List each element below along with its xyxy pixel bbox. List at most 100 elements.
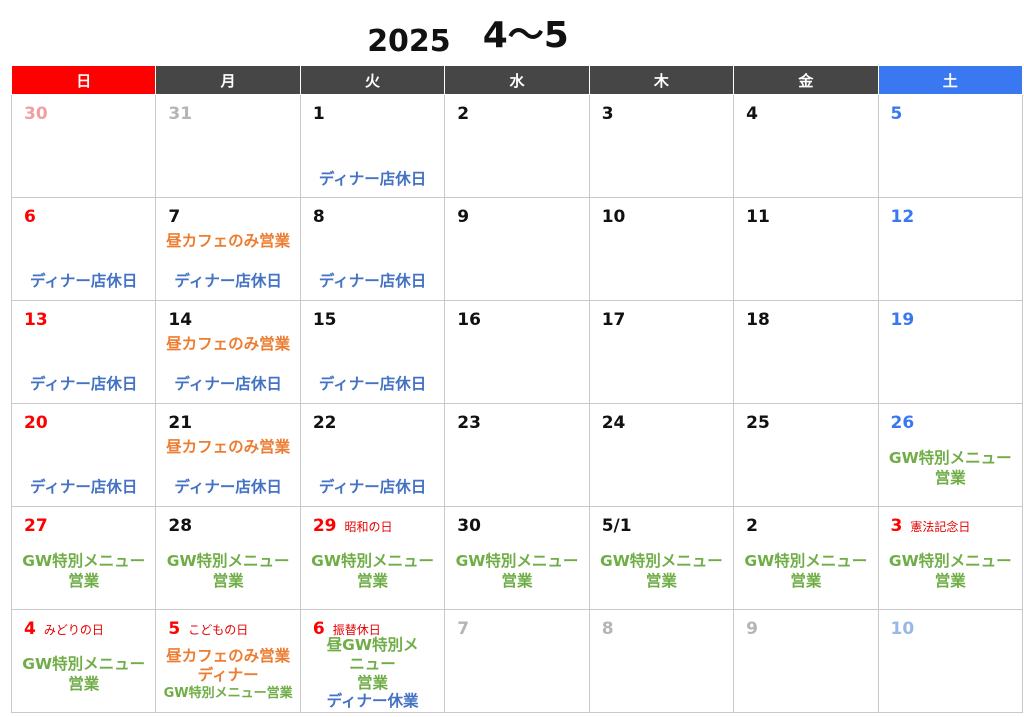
dinner-closed-note: ディナー店休日 (30, 375, 138, 393)
day-number: 6 振替休日 (313, 619, 381, 639)
day-cell: 9 (444, 197, 590, 301)
business-note: 営業 (790, 572, 822, 590)
day-cell: 12 (877, 197, 1024, 301)
day-number: 15 (312, 310, 337, 330)
day-number: 3 憲法記念日 (891, 516, 971, 536)
dinner-closed-note: ディナー店休日 (30, 478, 138, 496)
week-row: 20 ディナー店休日 21 昼カフェのみ営業 ディナー店休日 22 ディナー店休… (10, 403, 1024, 507)
dinner-closed-note: ディナー店休日 (318, 375, 427, 393)
day-cell: 21 昼カフェのみ営業 ディナー店休日 (155, 403, 301, 507)
gw-menu-note: GW特別メニュー (744, 552, 868, 570)
dinner-closed-note: ディナー店休日 (174, 478, 282, 496)
day-cell: 5 こどもの日 昼カフェのみ営業 ディナー GW特別メニュー営業 (155, 609, 301, 713)
day-cell: 23 (444, 403, 590, 507)
week-row: 4 みどりの日 GW特別メニュー 営業 5 こどもの日 昼カフェのみ営業 ディナー … (10, 609, 1024, 713)
day-cell: 6 ディナー店休日 (10, 197, 157, 301)
gw-menu-note: GW特別メニュー (22, 552, 146, 570)
menu-continued-note: ニュー (349, 655, 396, 673)
day-number: 28 (168, 516, 193, 536)
dinner-note: ディナー (197, 666, 259, 684)
day-number: 5 (890, 104, 903, 124)
dinner-closed-note: ディナー店休日 (318, 170, 427, 188)
day-number: 30 (457, 516, 481, 536)
day-cell: 15 ディナー店休日 (299, 300, 446, 404)
day-number: 24 (601, 413, 626, 433)
weekday-fri: 金 (733, 65, 879, 95)
day-number: 21 (168, 413, 193, 433)
day-cell: 14 昼カフェのみ営業 ディナー店休日 (155, 300, 301, 404)
day-cell: 20 ディナー店休日 (10, 403, 157, 507)
day-number: 20 (24, 413, 48, 433)
lunch-gw-menu-note: 昼GW特別メ (326, 636, 419, 654)
day-number: 8 (601, 619, 614, 639)
day-cell: 30 GW特別メニュー 営業 (444, 506, 590, 610)
day-cell: 24 (588, 403, 735, 507)
holiday-label: 振替休日 (332, 623, 381, 637)
day-number: 25 (746, 413, 770, 433)
day-number: 27 (24, 516, 48, 536)
day-cell: 4 みどりの日 GW特別メニュー 営業 (10, 609, 157, 713)
day-number: 9 (746, 619, 758, 639)
dinner-closed-note: ディナー店休日 (318, 478, 427, 496)
day-number: 13 (24, 310, 48, 330)
weekday-wed: 水 (444, 65, 590, 95)
day-number: 9 (457, 207, 470, 227)
day-cell: 19 (877, 300, 1024, 404)
gw-menu-note: GW特別メニュー (888, 552, 1012, 570)
title-range: 4〜5 (482, 15, 569, 56)
day-cell: 29 昭和の日 GW特別メニュー 営業 (299, 506, 446, 610)
day-cell: 30 (10, 94, 157, 198)
day-number-value: 5 (168, 619, 181, 639)
day-number-value: 6 (312, 619, 325, 639)
day-number: 1 (312, 104, 325, 124)
business-note: 営業 (357, 674, 389, 692)
gw-menu-note: GW特別メニュー (599, 552, 723, 570)
day-number: 8 (312, 207, 325, 227)
day-cell: 3 憲法記念日 GW特別メニュー 営業 (877, 506, 1024, 610)
day-number: 29 昭和の日 (313, 516, 393, 536)
weekday-sun: 日 (10, 65, 157, 95)
business-note: 営業 (357, 572, 389, 590)
day-cell: 13 ディナー店休日 (10, 300, 157, 404)
dinner-closed-note: ディナー店休日 (318, 272, 427, 290)
dinner-closed-note: ディナー店休日 (30, 272, 138, 290)
business-note: 営業 (68, 572, 100, 590)
weekday-sat: 土 (877, 65, 1024, 95)
day-cell: 6 振替休日 昼GW特別メ ニュー 営業 ディナー休業 (299, 609, 446, 713)
business-note: 営業 (68, 675, 100, 693)
day-cell: 4 (733, 94, 879, 198)
day-number: 17 (601, 310, 626, 330)
gw-menu-note: GW特別メニュー (311, 552, 434, 570)
day-number: 7 (457, 619, 470, 639)
day-number: 23 (457, 413, 481, 433)
dinner-off-note: ディナー休業 (326, 692, 419, 710)
business-note: 営業 (934, 572, 966, 590)
day-number: 3 (601, 104, 614, 124)
gw-menu-business-note: GW特別メニュー営業 (163, 686, 293, 701)
day-cell: 26 GW特別メニュー 営業 (877, 403, 1024, 507)
day-cell: 8 ディナー店休日 (299, 197, 446, 301)
dinner-closed-note: ディナー店休日 (174, 272, 282, 290)
day-number: 14 (168, 310, 193, 330)
day-number-value: 3 (890, 516, 903, 536)
day-number: 31 (168, 104, 193, 124)
day-number: 4 みどりの日 (24, 619, 104, 639)
weekday-header-row: 日 月 火 水 木 金 土 (10, 65, 1024, 95)
day-number: 26 (890, 413, 915, 433)
day-cell: 16 (444, 300, 590, 404)
day-cell: 28 GW特別メニュー 営業 (155, 506, 301, 610)
week-row: 6 ディナー店休日 7 昼カフェのみ営業 ディナー店休日 8 ディナー店休日 9… (10, 197, 1024, 301)
day-number: 7 (168, 207, 181, 227)
day-cell: 10 (588, 197, 735, 301)
gw-menu-note: GW特別メニュー (22, 655, 146, 673)
business-note: 営業 (212, 572, 244, 590)
holiday-label: こどもの日 (188, 623, 249, 637)
day-cell: 10 (877, 609, 1024, 713)
day-number: 22 (312, 413, 337, 433)
day-cell: 1 ディナー店休日 (299, 94, 446, 198)
weekday-tue: 火 (299, 65, 446, 95)
day-number: 19 (890, 310, 915, 330)
calendar-grid: 日 月 火 水 木 金 土 30 31 1 ディナー店休日 2 (10, 65, 1024, 713)
day-cell: 27 GW特別メニュー 営業 (10, 506, 157, 610)
day-cell: 31 (155, 94, 301, 198)
